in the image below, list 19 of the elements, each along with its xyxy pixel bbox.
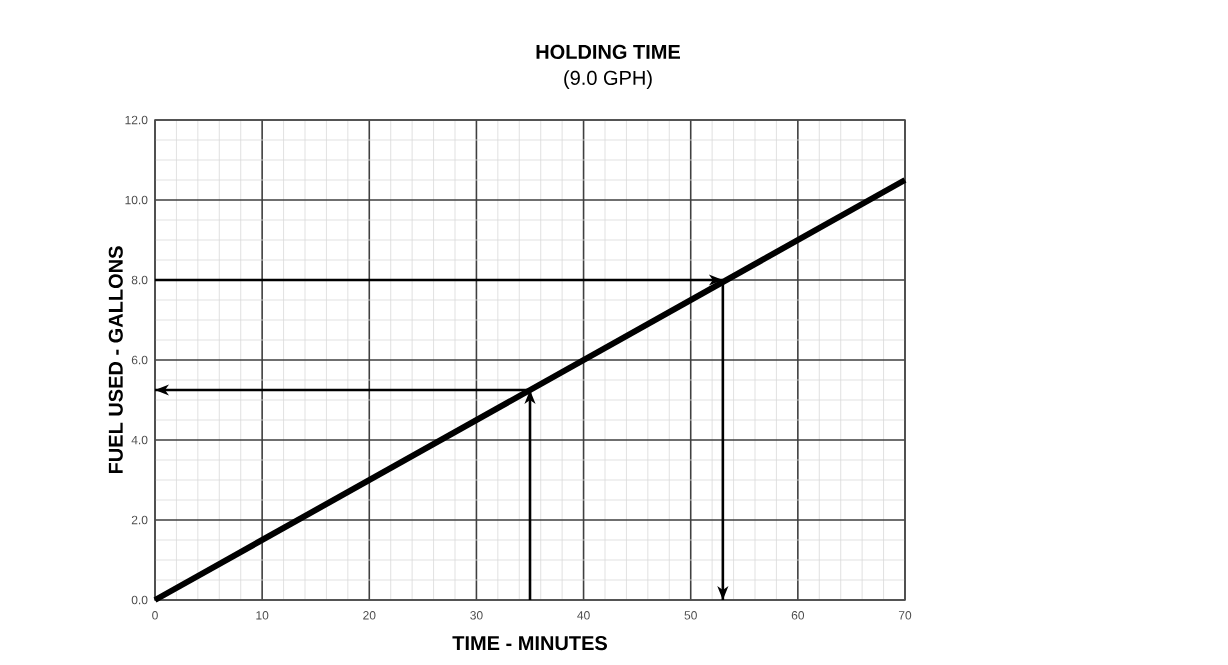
y-tick-label: 10.0 (125, 195, 148, 205)
x-tick-label: 0 (152, 611, 158, 620)
x-tick-label: 40 (577, 611, 590, 620)
y-tick-label: 12.0 (125, 115, 148, 125)
x-tick-label: 30 (470, 611, 483, 620)
y-axis-title: FUEL USED - GALLONS (108, 246, 123, 474)
y-tick-label: 2.0 (131, 515, 148, 525)
y-tick-label: 0.0 (131, 595, 148, 605)
chart-subtitle: (9.0 GPH) (564, 70, 652, 89)
x-tick-label: 50 (684, 611, 697, 620)
y-tick-label: 8.0 (131, 275, 148, 285)
x-axis-title: TIME - MINUTES (452, 636, 607, 651)
chart-title: HOLDING TIME (536, 44, 680, 59)
x-tick-label: 70 (898, 611, 912, 620)
x-tick-label: 20 (363, 611, 376, 620)
y-tick-label: 4.0 (131, 435, 148, 445)
x-tick-label: 10 (256, 611, 269, 620)
x-tick-label: 60 (791, 611, 805, 620)
y-tick-label: 6.0 (131, 355, 148, 365)
